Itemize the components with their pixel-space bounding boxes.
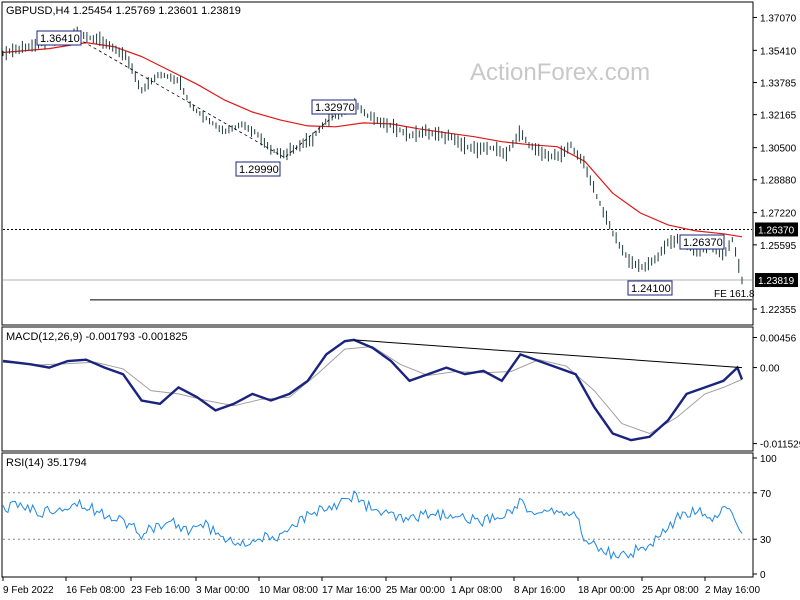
resistance-level-badge xyxy=(755,222,798,237)
price-y-tick-label: 1.33785 xyxy=(760,79,797,90)
price-levels: 1.26370 FE 161.8 xyxy=(3,222,798,301)
x-axis: 9 Feb 2022 16 Feb 08:00 23 Feb 16:00 3 Mar … xyxy=(2,577,760,596)
swing-point-label: 1.29990 xyxy=(239,164,279,176)
moving-average-line xyxy=(2,41,743,238)
rsi-y-tick-label: 30 xyxy=(760,535,772,546)
x-tick-label: 16 Feb 08:00 xyxy=(66,585,125,596)
swing-point-label: 1.36410 xyxy=(40,33,80,45)
rsi-panel: RSI(14) 35.1794 100 70 30 0 xyxy=(1,452,777,581)
fibonacci-extension-label: FE 161.8 xyxy=(714,289,755,300)
swing-point-label: 1.32970 xyxy=(315,102,355,114)
x-tick-label: 25 Mar 00:00 xyxy=(386,585,445,596)
rsi-y-tick-label: 100 xyxy=(760,454,777,465)
macd-signal-line xyxy=(2,345,743,435)
last-price-marker: 1.23819 xyxy=(755,273,798,288)
price-y-tick-label: 1.25595 xyxy=(760,241,797,252)
price-y-tick-label: 1.28880 xyxy=(760,176,797,187)
x-tick-label: 23 Feb 16:00 xyxy=(131,585,190,596)
rsi-panel-frame xyxy=(1,452,754,578)
price-panel: ActionForex.com GBPUSD,H4 1.25454 1.2576… xyxy=(1,1,798,326)
x-tick-label: 10 Mar 08:00 xyxy=(259,585,318,596)
price-annotations: 1.36410 1.29990 1.32970 1.24100 1.26370 xyxy=(36,30,725,296)
macd-y-tick-label: 0.00 xyxy=(760,364,780,375)
macd-title: MACD(12,26,9) -0.001793 -0.001825 xyxy=(6,331,188,343)
swing-point-label: 1.26370 xyxy=(683,237,723,249)
swing-point-box xyxy=(311,99,357,115)
last-price-label: 1.23819 xyxy=(758,276,795,287)
macd-y-tick-label: 0.00456 xyxy=(760,333,797,344)
x-tick-label: 8 Apr 16:00 xyxy=(514,585,566,596)
swing-point-label: 1.24100 xyxy=(631,283,671,295)
macd-divergence-trendline xyxy=(353,339,743,369)
x-tick-label: 9 Feb 2022 xyxy=(3,585,54,596)
price-y-tick-label: 1.22355 xyxy=(760,305,797,316)
price-y-tick-label: 1.32165 xyxy=(760,111,797,122)
watermark: ActionForex.com xyxy=(470,59,650,86)
price-chart-title: GBPUSD,H4 1.25454 1.25769 1.23601 1.2381… xyxy=(6,5,241,17)
price-y-tick-label: 1.27220 xyxy=(760,209,797,220)
x-tick-label: 17 Mar 16:00 xyxy=(322,585,381,596)
resistance-level-label: 1.26370 xyxy=(758,225,795,236)
rsi-title: RSI(14) 35.1794 xyxy=(6,457,87,469)
swing-point-box xyxy=(627,280,673,296)
rsi-y-tick-label: 70 xyxy=(760,489,772,500)
rsi-series xyxy=(2,490,743,561)
x-tick-label: 25 Apr 08:00 xyxy=(642,585,699,596)
macd-y-tick-label: -0.011529 xyxy=(760,440,800,451)
price-y-tick-label: 1.35410 xyxy=(760,46,797,57)
rsi-y-tick-label: 0 xyxy=(760,570,766,581)
price-y-tick-label: 1.30500 xyxy=(760,144,797,155)
swing-point-box xyxy=(679,234,725,250)
macd-y-axis: 0.00456 0.00 -0.011529 xyxy=(753,333,800,451)
macd-trendline xyxy=(353,339,743,369)
x-tick-label: 2 May 16:00 xyxy=(705,585,760,596)
x-tick-label: 18 Apr 00:00 xyxy=(578,585,635,596)
rsi-line xyxy=(2,490,743,561)
rsi-y-axis: 100 70 30 0 xyxy=(753,454,777,581)
last-price-badge xyxy=(755,273,798,288)
price-panel-frame xyxy=(1,1,754,326)
price-y-axis: 1.37070 1.35410 1.33785 1.32165 1.30500 1.288… xyxy=(753,13,797,316)
macd-panel: MACD(12,26,9) -0.001793 -0.001825 0.0045… xyxy=(1,326,800,452)
x-tick-label: 1 Apr 08:00 xyxy=(451,585,503,596)
macd-main-line xyxy=(2,338,744,442)
moving-average xyxy=(2,41,743,238)
price-y-tick-label: 1.37070 xyxy=(760,13,797,24)
macd-panel-frame xyxy=(1,326,754,452)
x-tick-label: 3 Mar 00:00 xyxy=(196,585,250,596)
macd-series xyxy=(2,338,744,442)
swing-point-box xyxy=(235,161,281,177)
swing-point-box xyxy=(36,30,82,46)
